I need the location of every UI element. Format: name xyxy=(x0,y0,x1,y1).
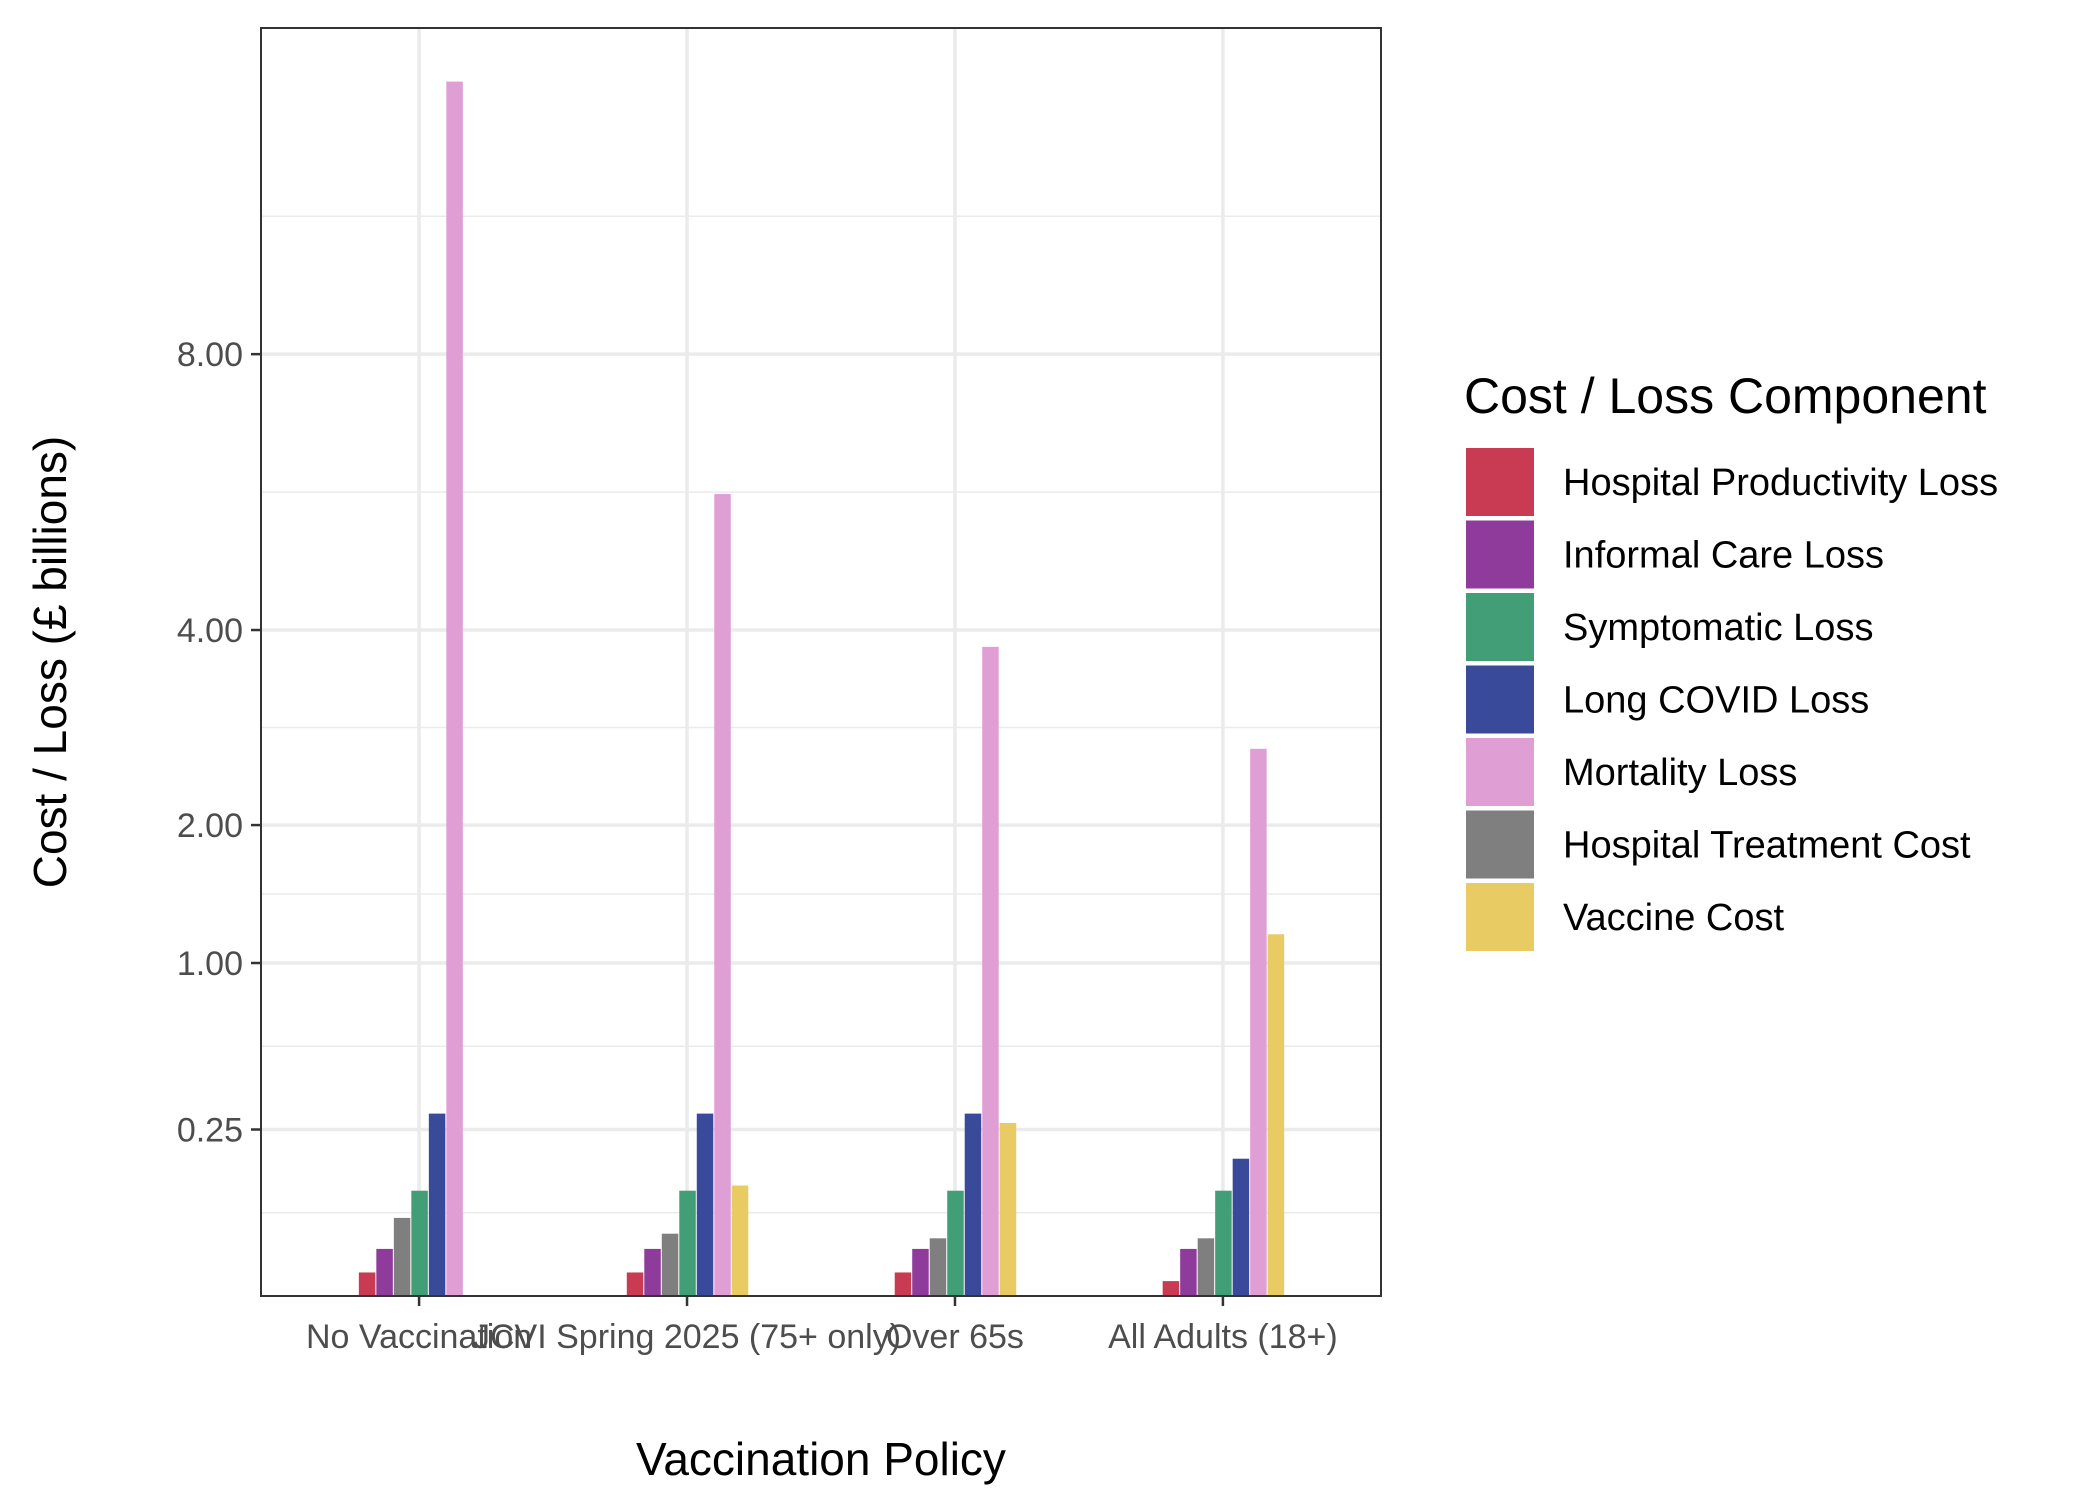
bar xyxy=(428,1113,446,1296)
legend-label: Mortality Loss xyxy=(1563,752,1797,794)
legend-label: Hospital Productivity Loss xyxy=(1563,462,1998,504)
legend-label: Vaccine Cost xyxy=(1563,897,1785,939)
bar xyxy=(446,81,463,1296)
bar xyxy=(982,646,999,1296)
bar xyxy=(1267,934,1285,1296)
x-tick-label: Over 65s xyxy=(886,1318,1024,1356)
bar xyxy=(1215,1190,1232,1296)
legend: Cost / Loss Component Hospital Productiv… xyxy=(1464,368,1998,951)
legend-label: Hospital Treatment Cost xyxy=(1563,825,1971,867)
bar xyxy=(376,1248,393,1296)
bar xyxy=(661,1233,679,1296)
bar xyxy=(912,1248,929,1296)
bar xyxy=(731,1185,749,1296)
legend-items: Hospital Productivity Loss Informal Care … xyxy=(1466,448,1998,951)
y-tick-label: 4.00 xyxy=(177,612,243,650)
bar xyxy=(358,1272,376,1296)
bar xyxy=(393,1217,411,1296)
bar xyxy=(1197,1238,1215,1296)
bar xyxy=(714,494,731,1296)
legend-key xyxy=(1466,520,1534,589)
bar xyxy=(679,1190,696,1296)
x-tick-label: All Adults (18+) xyxy=(1108,1318,1338,1356)
bar xyxy=(1162,1281,1180,1296)
y-tick-label: 1.00 xyxy=(177,945,243,983)
legend-key xyxy=(1466,883,1534,951)
y-axis: 0.25 1.00 2.00 4.00 8.00 xyxy=(177,336,261,1150)
bar xyxy=(696,1113,714,1296)
x-tick-label: No Vaccination xyxy=(306,1318,532,1356)
x-tick-label: JCVI Spring 2025 (75+ only) xyxy=(473,1318,901,1356)
legend-key xyxy=(1466,810,1534,879)
bar xyxy=(999,1122,1017,1296)
y-axis-title: Cost / Loss (£ billions) xyxy=(24,436,76,889)
bar xyxy=(894,1272,912,1296)
legend-key xyxy=(1466,738,1534,806)
bar xyxy=(1180,1248,1197,1296)
legend-label: Symptomatic Loss xyxy=(1563,607,1873,649)
plot-border xyxy=(260,27,1382,1297)
bar xyxy=(964,1113,982,1296)
plot-background xyxy=(261,28,1381,1296)
bar xyxy=(947,1190,964,1296)
bar xyxy=(1232,1158,1250,1296)
legend-label: Informal Care Loss xyxy=(1563,535,1884,577)
bars xyxy=(358,81,1285,1296)
bar xyxy=(644,1248,661,1296)
legend-key xyxy=(1466,593,1534,661)
legend-label: Long COVID Loss xyxy=(1563,680,1869,722)
bar xyxy=(1250,748,1267,1296)
y-tick-label: 8.00 xyxy=(177,336,243,374)
bar xyxy=(411,1190,428,1296)
legend-key xyxy=(1466,665,1534,734)
y-tick-label: 2.00 xyxy=(177,807,243,845)
legend-title: Cost / Loss Component xyxy=(1464,368,1987,424)
legend-key xyxy=(1466,448,1534,516)
y-tick-label: 0.25 xyxy=(177,1112,243,1150)
x-axis-title: Vaccination Policy xyxy=(636,1433,1006,1485)
bar xyxy=(626,1272,644,1296)
bar xyxy=(929,1238,947,1296)
